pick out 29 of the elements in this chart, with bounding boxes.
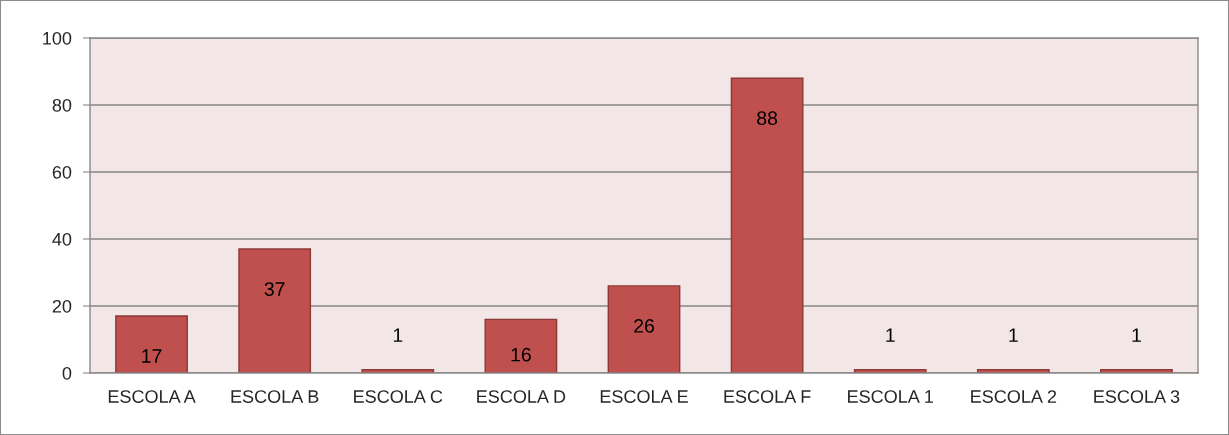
x-tick-label: ESCOLA C bbox=[354, 390, 443, 403]
x-tick-label: ESCOLA E bbox=[600, 390, 688, 403]
y-tick-label: 60 bbox=[52, 165, 72, 179]
x-tick-label: ESCOLA 3 bbox=[1094, 390, 1180, 403]
data-label: 37 bbox=[264, 282, 285, 296]
data-label: 1 bbox=[1132, 328, 1141, 342]
x-tick-label: ESCOLA D bbox=[477, 390, 566, 403]
bar bbox=[115, 315, 188, 373]
x-tick-label: ESCOLA 2 bbox=[971, 390, 1057, 403]
bar bbox=[730, 77, 804, 373]
bar bbox=[238, 248, 312, 373]
data-label: 17 bbox=[142, 349, 162, 363]
x-tick-label: ESCOLA F bbox=[724, 390, 811, 403]
y-tick-label: 40 bbox=[52, 232, 72, 246]
data-label: 16 bbox=[511, 347, 531, 362]
data-label: 88 bbox=[757, 111, 778, 126]
y-tick-label: 0 bbox=[62, 366, 72, 380]
x-tick-label: ESCOLA B bbox=[231, 390, 319, 403]
x-tick-label: ESCOLA 1 bbox=[848, 390, 933, 403]
data-label: 1 bbox=[1009, 328, 1018, 342]
y-tick-label: 20 bbox=[52, 299, 72, 313]
bar bbox=[484, 318, 558, 373]
y-tick-label: 100 bbox=[43, 31, 72, 45]
data-label: 1 bbox=[393, 328, 403, 342]
bar bbox=[607, 285, 681, 373]
x-tick-label: ESCOLA A bbox=[108, 390, 196, 403]
data-label: 1 bbox=[886, 328, 895, 342]
data-label: 26 bbox=[634, 319, 654, 333]
y-tick-label: 80 bbox=[52, 98, 72, 112]
